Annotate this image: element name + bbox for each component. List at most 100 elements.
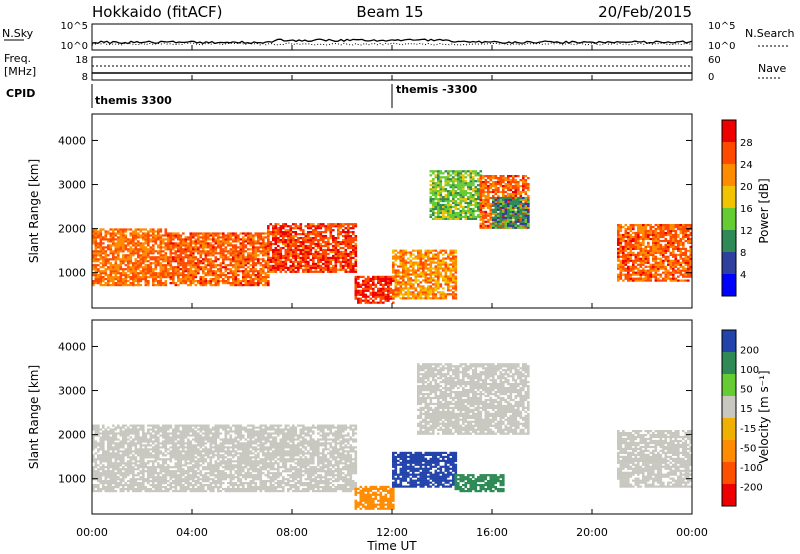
data-cell	[264, 246, 268, 249]
data-cell	[419, 293, 423, 296]
data-cell	[237, 284, 240, 287]
data-cell	[177, 264, 180, 267]
data-cell	[244, 256, 248, 259]
data-cell	[207, 268, 210, 271]
data-cell	[122, 228, 125, 231]
data-cell	[459, 209, 463, 213]
data-cell	[689, 253, 693, 256]
data-cell	[212, 284, 215, 287]
data-cell	[107, 282, 110, 285]
data-cell	[402, 293, 405, 296]
data-cell	[99, 242, 103, 245]
data-cell	[329, 233, 333, 236]
data-cell	[487, 188, 490, 192]
data-cell	[672, 249, 675, 252]
nsearch-tick-bottom: 10^0	[708, 41, 735, 52]
data-cell	[432, 297, 435, 300]
data-cell	[187, 272, 190, 275]
data-cell	[154, 230, 158, 233]
data-cell	[157, 260, 160, 263]
data-cell	[519, 179, 523, 182]
data-cell	[519, 226, 523, 229]
data-cell	[214, 276, 218, 279]
data-cell	[624, 249, 628, 252]
data-cell	[282, 256, 285, 259]
data-cell	[474, 172, 478, 175]
data-cell	[332, 268, 335, 271]
data-cell	[117, 472, 120, 475]
data-cell	[654, 241, 658, 244]
data-cell	[192, 236, 195, 239]
data-cell	[142, 246, 145, 249]
data-cell	[277, 237, 280, 240]
data-cell	[624, 245, 628, 248]
data-cell	[327, 244, 330, 248]
data-cell	[487, 214, 490, 217]
data-cell	[352, 246, 355, 250]
data-cell	[119, 274, 123, 277]
data-cell	[679, 224, 683, 227]
data-cell	[477, 180, 480, 183]
data-cell	[352, 231, 355, 234]
data-cell	[199, 260, 203, 263]
data-cell	[294, 260, 298, 263]
data-cell	[147, 248, 150, 251]
data-cell	[127, 270, 130, 273]
data-cell	[472, 211, 475, 215]
data-cell	[447, 285, 450, 288]
data-cell	[432, 293, 435, 296]
data-cell	[322, 258, 325, 261]
data-cell	[242, 276, 245, 279]
data-cell	[482, 226, 485, 229]
data-cell	[107, 488, 110, 491]
data-cell	[97, 426, 100, 429]
data-cell	[377, 277, 380, 280]
data-cell	[264, 252, 268, 255]
data-cell	[114, 480, 118, 483]
data-cell	[97, 434, 100, 437]
data-cell	[174, 234, 178, 237]
data-cell	[272, 266, 275, 269]
data-cell	[182, 266, 185, 269]
data-cell	[99, 436, 103, 439]
data-cell	[157, 232, 160, 235]
data-cell	[337, 242, 340, 246]
data-cell	[112, 276, 115, 279]
data-cell	[227, 276, 230, 279]
data-cell	[622, 245, 625, 248]
data-cell	[254, 252, 258, 255]
data-cell	[622, 273, 625, 276]
data-cell	[264, 248, 268, 251]
data-cell	[294, 242, 298, 246]
data-cell	[447, 194, 450, 197]
data-cell	[617, 253, 620, 256]
data-cell	[114, 282, 118, 285]
data-cell	[174, 246, 178, 249]
data-cell	[317, 264, 320, 267]
data-cell	[642, 241, 645, 244]
data-cell	[644, 277, 648, 280]
data-cell	[684, 247, 688, 250]
data-cell	[114, 274, 118, 277]
data-cell	[209, 262, 213, 265]
data-cell	[107, 476, 110, 479]
data-cell	[239, 262, 243, 265]
data-cell	[427, 279, 430, 282]
data-cell	[452, 178, 455, 181]
data-cell	[217, 280, 220, 283]
data-cell	[329, 235, 333, 238]
data-cell	[204, 268, 208, 271]
data-cell	[284, 235, 288, 238]
data-cell	[669, 235, 673, 239]
data-cell	[97, 450, 100, 453]
data-cell	[469, 180, 473, 183]
data-cell	[252, 260, 255, 263]
data-cell	[627, 273, 630, 276]
data-cell	[349, 264, 353, 267]
data-cell	[307, 264, 310, 267]
data-cell	[447, 203, 450, 207]
data-cell	[439, 271, 443, 274]
data-cell	[442, 200, 445, 203]
data-cell	[284, 244, 288, 248]
data-cell	[287, 254, 290, 258]
